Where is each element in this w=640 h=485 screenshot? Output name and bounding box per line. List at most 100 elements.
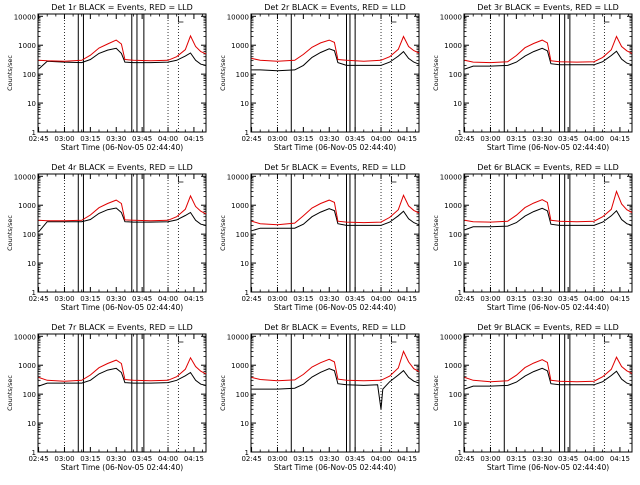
x-tick-label: 03:30 <box>532 135 552 143</box>
series-line-events <box>251 368 420 410</box>
x-tick-label: 03:45 <box>558 455 578 463</box>
x-tick-label: 03:15 <box>506 455 526 463</box>
x-tick-label: 04:15 <box>397 135 417 143</box>
bracket-marker <box>390 176 397 183</box>
x-tick-label: 04:15 <box>184 295 204 303</box>
y-tick-label: 1000 <box>444 42 462 50</box>
y-axis-title: Counts/sec <box>6 55 14 91</box>
x-tick-label: 03:15 <box>80 295 100 303</box>
y-tick-label: 1 <box>32 289 36 297</box>
plot-frame <box>463 173 633 293</box>
x-tick-label: 04:00 <box>371 455 391 463</box>
x-tick-label: 02:45 <box>241 455 261 463</box>
chart-panel-2: Det 2r BLACK = Events, RED = LLD 1 10 100 10… <box>219 3 420 152</box>
x-tick-label: 02:45 <box>28 455 48 463</box>
x-tick-label: 03:00 <box>267 135 287 143</box>
x-tick-label: 03:45 <box>132 295 152 303</box>
y-tick-label: 1 <box>458 289 462 297</box>
x-axis-title: Start Time (06-Nov-05 02:44:40) <box>274 463 396 472</box>
x-tick-label: 03:45 <box>345 295 365 303</box>
bracket-marker <box>603 16 610 23</box>
x-tick-label: 02:45 <box>241 295 261 303</box>
x-tick-label: 02:45 <box>454 455 474 463</box>
chart-title: Det 6r BLACK = Events, RED = LLD <box>477 163 619 172</box>
x-tick-label: 03:30 <box>106 295 126 303</box>
y-tick-label: 10000 <box>14 13 36 21</box>
chart-title: Det 4r BLACK = Events, RED = LLD <box>51 163 193 172</box>
x-tick-label: 03:15 <box>293 455 313 463</box>
y-tick-label: 100 <box>236 71 249 79</box>
x-tick-label: 03:00 <box>54 135 74 143</box>
y-tick-label: 10 <box>240 420 249 428</box>
series-line-events <box>38 367 207 387</box>
x-tick-label: 04:00 <box>584 455 604 463</box>
x-tick-label: 03:45 <box>132 135 152 143</box>
y-tick-label: 100 <box>23 231 36 239</box>
y-tick-label: 10000 <box>440 333 462 341</box>
y-tick-label: 1000 <box>231 202 249 210</box>
x-tick-label: 04:00 <box>158 135 178 143</box>
chart-panel-5: Det 5r BLACK = Events, RED = LLD 1 10 100 10… <box>219 163 420 312</box>
y-tick-label: 10000 <box>14 173 36 181</box>
y-axis-title: Counts/sec <box>432 375 440 411</box>
y-tick-label: 10000 <box>227 333 249 341</box>
y-tick-label: 10 <box>27 260 36 268</box>
x-tick-label: 04:15 <box>610 295 630 303</box>
x-tick-label: 03:30 <box>532 295 552 303</box>
y-tick-label: 1000 <box>18 42 36 50</box>
x-axis-title: Start Time (06-Nov-05 02:44:40) <box>61 143 183 152</box>
y-axis-title: Counts/sec <box>219 215 227 251</box>
y-tick-label: 10000 <box>440 173 462 181</box>
chart-panel-1: Det 1r BLACK = Events, RED = LLD 1 10 100 10… <box>6 3 207 152</box>
chart-title: Det 1r BLACK = Events, RED = LLD <box>51 3 193 12</box>
x-tick-label: 03:15 <box>293 295 313 303</box>
series-line-lld <box>38 194 207 222</box>
y-tick-label: 1000 <box>444 202 462 210</box>
plot-frame <box>37 173 207 293</box>
series-line-lld <box>464 189 633 223</box>
bracket-marker <box>177 336 184 343</box>
series-line-events <box>464 367 633 390</box>
x-tick-label: 02:45 <box>454 295 474 303</box>
y-tick-label: 100 <box>449 71 462 79</box>
y-axis-title: Counts/sec <box>6 215 14 251</box>
x-axis-title: Start Time (06-Nov-05 02:44:40) <box>274 303 396 312</box>
y-tick-label: 1 <box>245 449 249 457</box>
x-tick-label: 03:00 <box>480 135 500 143</box>
series-line-events <box>38 47 207 70</box>
x-tick-label: 03:15 <box>80 455 100 463</box>
y-tick-label: 1 <box>458 449 462 457</box>
y-tick-label: 10 <box>453 420 462 428</box>
bracket-marker <box>603 336 610 343</box>
x-tick-label: 03:15 <box>80 135 100 143</box>
x-tick-label: 03:00 <box>480 295 500 303</box>
x-tick-label: 04:00 <box>584 295 604 303</box>
y-tick-label: 100 <box>236 231 249 239</box>
x-tick-label: 02:45 <box>28 295 48 303</box>
x-tick-label: 03:15 <box>293 135 313 143</box>
series-line-lld <box>464 356 633 383</box>
chart-panel-6: Det 6r BLACK = Events, RED = LLD 1 10 100 10… <box>432 163 633 312</box>
x-tick-label: 04:15 <box>397 455 417 463</box>
x-tick-label: 04:00 <box>158 455 178 463</box>
chart-panel-4: Det 4r BLACK = Events, RED = LLD 1 10 100 10… <box>6 163 207 312</box>
y-tick-label: 100 <box>23 391 36 399</box>
x-tick-label: 04:15 <box>397 295 417 303</box>
y-tick-label: 100 <box>23 71 36 79</box>
x-tick-label: 03:45 <box>558 295 578 303</box>
y-tick-label: 10 <box>240 260 249 268</box>
x-axis-title: Start Time (06-Nov-05 02:44:40) <box>487 463 609 472</box>
x-tick-label: 03:30 <box>532 455 552 463</box>
y-tick-label: 10000 <box>227 13 249 21</box>
y-tick-label: 1 <box>245 129 249 137</box>
y-tick-label: 10000 <box>14 333 36 341</box>
x-tick-label: 03:30 <box>319 295 339 303</box>
x-tick-label: 03:00 <box>54 455 74 463</box>
x-tick-label: 03:00 <box>54 295 74 303</box>
x-tick-label: 03:00 <box>267 455 287 463</box>
x-tick-label: 04:15 <box>610 455 630 463</box>
x-tick-label: 03:30 <box>106 135 126 143</box>
x-axis-title: Start Time (06-Nov-05 02:44:40) <box>274 143 396 152</box>
x-tick-label: 02:45 <box>454 135 474 143</box>
chart-title: Det 3r BLACK = Events, RED = LLD <box>477 3 619 12</box>
